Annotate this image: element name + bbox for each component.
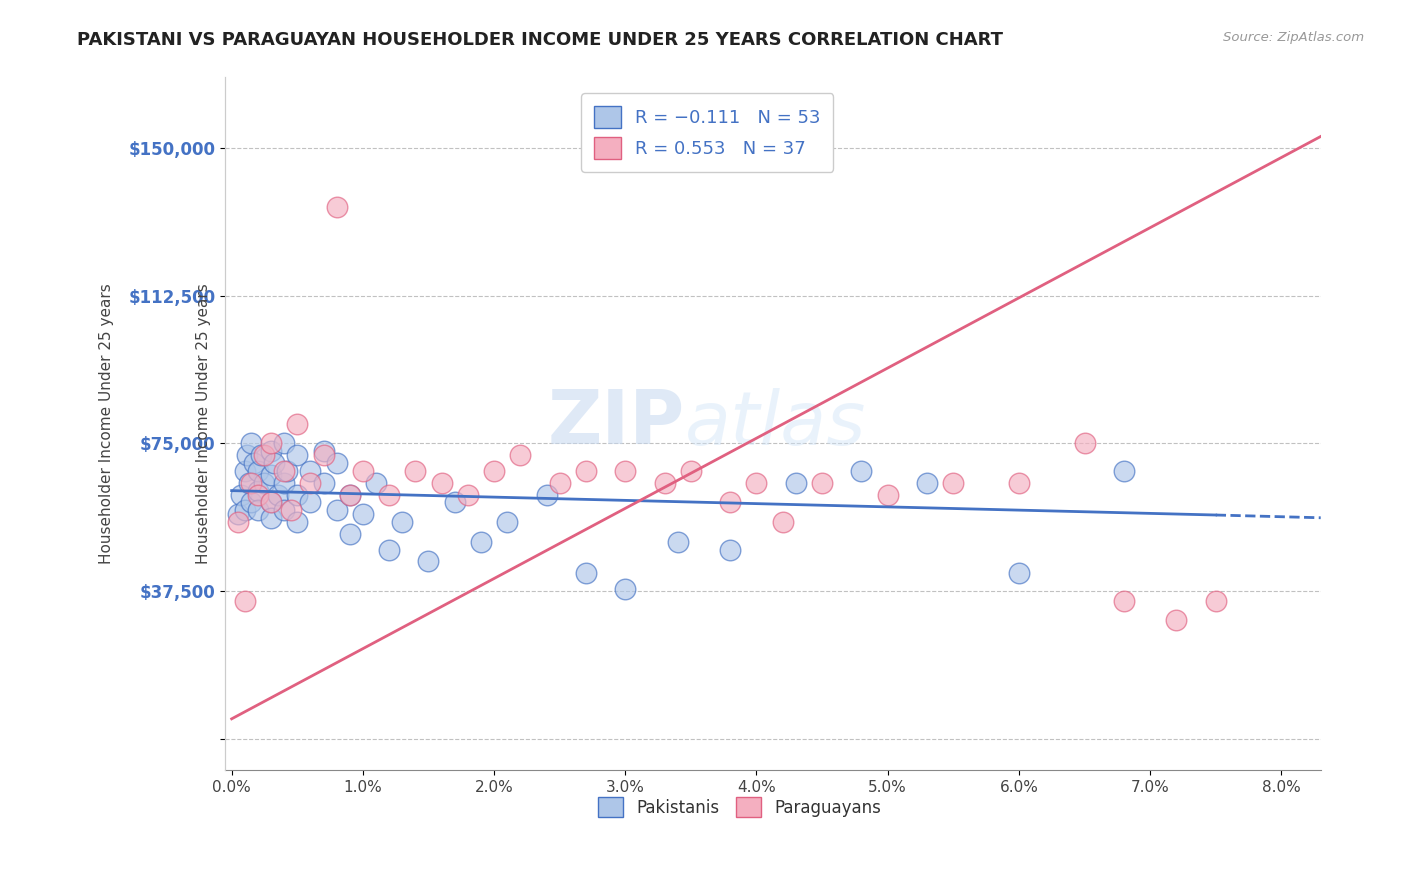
Point [273, 475, 295, 490]
Point [654, 475, 676, 490]
Point [378, 487, 401, 501]
Point [457, 487, 479, 501]
Point [226, 515, 249, 529]
Text: Source: ZipAtlas.com: Source: ZipAtlas.com [1223, 31, 1364, 45]
Point [249, 448, 271, 462]
Point [418, 554, 440, 568]
Point [285, 448, 308, 462]
Point [299, 475, 322, 490]
Text: atlas: atlas [685, 388, 866, 459]
Y-axis label: Householder Income Under 25 years: Householder Income Under 25 years [197, 284, 211, 564]
Point [299, 464, 322, 478]
Point [1166, 614, 1188, 628]
Point [325, 200, 347, 214]
Point [339, 487, 361, 501]
Point [470, 534, 492, 549]
Point [273, 503, 295, 517]
Legend: Pakistanis, Paraguayans: Pakistanis, Paraguayans [592, 790, 889, 824]
Point [233, 464, 256, 478]
Point [1112, 594, 1135, 608]
Point [443, 495, 465, 509]
Point [260, 495, 283, 509]
Point [718, 495, 741, 509]
Point [299, 495, 322, 509]
Point [240, 436, 263, 450]
Point [536, 487, 558, 501]
Point [246, 464, 269, 478]
Text: ZIP: ZIP [548, 387, 685, 460]
Point [679, 464, 702, 478]
Point [273, 464, 295, 478]
Point [1008, 566, 1031, 581]
Point [253, 448, 276, 462]
Point [378, 542, 401, 557]
Point [240, 495, 263, 509]
Point [246, 503, 269, 517]
Point [352, 507, 374, 521]
Point [273, 436, 295, 450]
Point [236, 448, 259, 462]
Point [246, 483, 269, 498]
Point [942, 475, 965, 490]
Point [509, 448, 531, 462]
Point [915, 475, 938, 490]
Point [666, 534, 689, 549]
Point [718, 542, 741, 557]
Point [614, 464, 637, 478]
Point [482, 464, 505, 478]
Point [745, 475, 768, 490]
Point [876, 487, 898, 501]
Point [263, 456, 285, 470]
Point [548, 475, 571, 490]
Point [339, 487, 361, 501]
Point [238, 475, 260, 490]
Y-axis label: Householder Income Under 25 years: Householder Income Under 25 years [100, 284, 114, 564]
Point [1205, 594, 1227, 608]
Point [312, 475, 335, 490]
Point [285, 515, 308, 529]
Point [1008, 475, 1031, 490]
Point [260, 495, 283, 509]
Point [325, 456, 347, 470]
Point [229, 487, 252, 501]
Point [575, 464, 598, 478]
Point [364, 475, 387, 490]
Point [233, 503, 256, 517]
Point [614, 582, 637, 596]
Point [246, 487, 269, 501]
Point [285, 417, 308, 431]
Point [285, 487, 308, 501]
Point [276, 464, 298, 478]
Point [325, 503, 347, 517]
Point [339, 527, 361, 541]
Point [772, 515, 794, 529]
Point [496, 515, 519, 529]
Point [312, 448, 335, 462]
Point [1073, 436, 1095, 450]
Point [430, 475, 453, 490]
Point [253, 475, 276, 490]
Point [391, 515, 413, 529]
Point [280, 503, 302, 517]
Text: PAKISTANI VS PARAGUAYAN HOUSEHOLDER INCOME UNDER 25 YEARS CORRELATION CHART: PAKISTANI VS PARAGUAYAN HOUSEHOLDER INCO… [77, 31, 1004, 49]
Point [243, 456, 266, 470]
Point [575, 566, 598, 581]
Point [851, 464, 873, 478]
Point [260, 467, 283, 482]
Point [1112, 464, 1135, 478]
Point [260, 511, 283, 525]
Point [785, 475, 807, 490]
Point [811, 475, 834, 490]
Point [240, 475, 263, 490]
Point [260, 444, 283, 458]
Point [266, 487, 288, 501]
Point [352, 464, 374, 478]
Point [312, 444, 335, 458]
Point [226, 507, 249, 521]
Point [260, 436, 283, 450]
Point [404, 464, 426, 478]
Point [233, 594, 256, 608]
